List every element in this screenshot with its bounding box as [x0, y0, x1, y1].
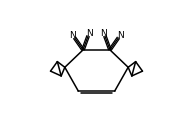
Text: N: N [86, 29, 92, 38]
Text: N: N [69, 31, 76, 40]
Text: N: N [117, 31, 124, 40]
Text: N: N [101, 29, 107, 38]
